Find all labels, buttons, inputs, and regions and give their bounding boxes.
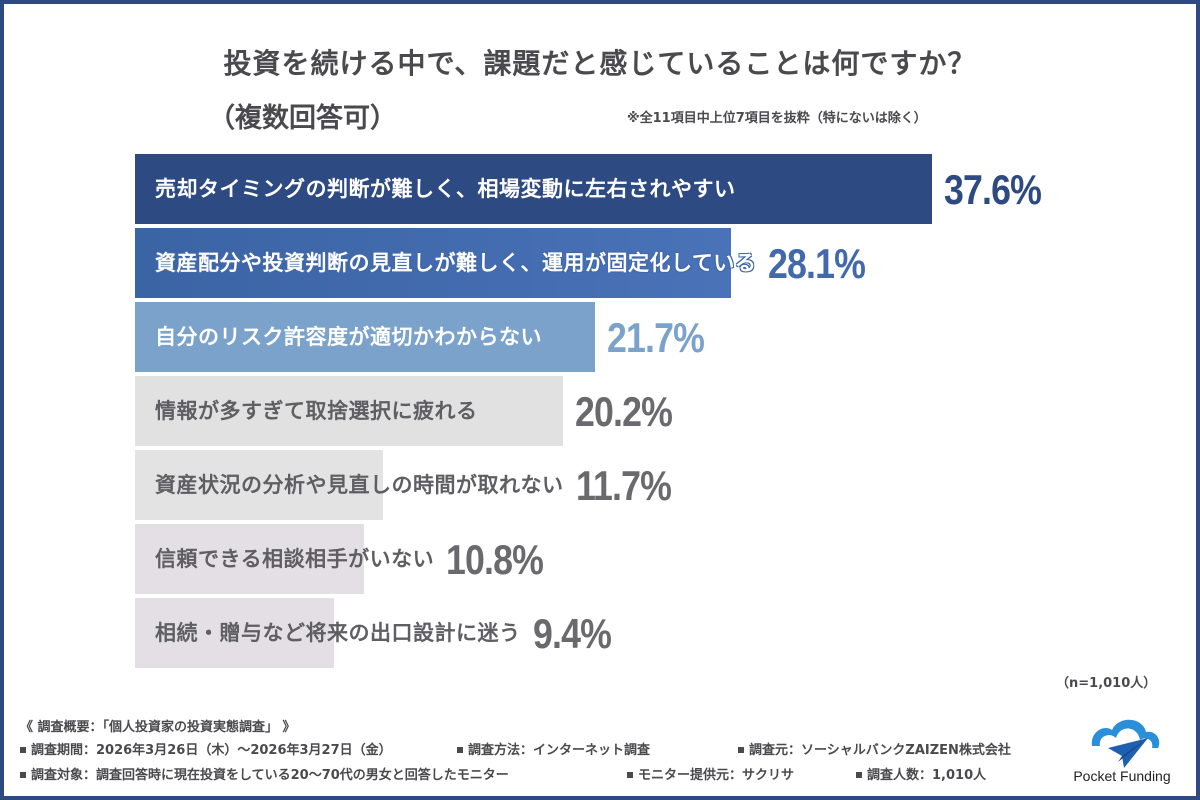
chart-note: ※全11項目中上位7項目を抜粋（特にないは除く） bbox=[627, 111, 927, 126]
bullet-icon bbox=[20, 771, 26, 778]
bar-row: 売却タイミングの判断が難しく、相場変動に左右されやすい 37.6% bbox=[135, 154, 1135, 224]
bar bbox=[135, 302, 595, 372]
bar-value: 10.8% bbox=[446, 536, 544, 583]
bar-label: 自分のリスク許容度が適切かわからない bbox=[155, 325, 542, 349]
bar-value: 20.2% bbox=[575, 388, 673, 435]
bar-label: 情報が多すぎて取捨選択に疲れる bbox=[155, 399, 478, 423]
bar-row: 資産配分や投資判断の見直しが難しく、運用が固定化している 28.1% bbox=[135, 228, 1135, 298]
bar-value: 11.7% bbox=[576, 462, 672, 509]
chart-subtitle: （複数回答可） bbox=[208, 103, 397, 134]
bar-row: 資産状況の分析や見直しの時間が取れない 11.7% bbox=[135, 450, 1135, 520]
bullet-icon bbox=[627, 771, 633, 778]
bar-row: 情報が多すぎて取捨選択に疲れる 20.2% bbox=[135, 376, 1135, 446]
survey-monitor: モニター提供元：サクリサ bbox=[627, 764, 794, 783]
bar-row: 相続・贈与など将来の出口設計に迷う 9.4% bbox=[135, 598, 1135, 668]
bar-label: 信頼できる相談相手がいない bbox=[155, 547, 435, 571]
bar bbox=[135, 376, 563, 446]
overview-title: 《 調査概要：「個人投資家の投資実態調査」 》 bbox=[20, 720, 296, 735]
bar-label: 売却タイミングの判断が難しく、相場変動に左右されやすい bbox=[155, 177, 736, 201]
bar bbox=[135, 598, 334, 668]
survey-target: 調査対象：調査回答時に現在投資をしている20～70代の男女と回答したモニター bbox=[20, 764, 509, 783]
cloud-plane-icon bbox=[1091, 719, 1160, 768]
survey-count: 調査人数：1,010人 bbox=[856, 764, 986, 783]
bar-value: 9.4% bbox=[533, 610, 612, 657]
bar bbox=[135, 524, 364, 594]
bar-row: 自分のリスク許容度が適切かわからない 21.7% bbox=[135, 302, 1135, 372]
bar bbox=[135, 450, 383, 520]
bar-row: 信頼できる相談相手がいない 10.8% bbox=[135, 524, 1135, 594]
survey-source: 調査元：ソーシャルバンクZAIZEN株式会社 bbox=[738, 739, 1011, 758]
bullet-icon bbox=[856, 771, 862, 778]
bar-value: 37.6% bbox=[944, 166, 1042, 213]
bar-value: 21.7% bbox=[607, 314, 705, 361]
bar bbox=[135, 228, 731, 298]
infographic-canvas: 投資を続ける中で、課題だと感じていることは何ですか？ （複数回答可） ※全11項… bbox=[4, 4, 1196, 796]
sample-size-label: （n=1,010人） bbox=[1056, 676, 1157, 691]
bullet-icon bbox=[457, 746, 463, 753]
bar-label: 資産状況の分析や見直しの時間が取れない bbox=[155, 473, 564, 497]
bar-label: 相続・贈与など将来の出口設計に迷う bbox=[155, 621, 521, 645]
bullet-icon bbox=[20, 746, 26, 753]
pocket-funding-logo: Pocket Funding bbox=[1062, 712, 1182, 792]
bar-label: 資産配分や投資判断の見直しが難しく、運用が固定化している bbox=[155, 251, 757, 275]
bar-value: 28.1% bbox=[768, 240, 866, 287]
chart-title: 投資を続ける中で、課題だと感じていることは何ですか？ bbox=[223, 47, 977, 80]
bar bbox=[135, 154, 932, 224]
bullet-icon bbox=[738, 746, 744, 753]
logo-text: Pocket Funding bbox=[1073, 768, 1171, 784]
survey-method: 調査方法：インターネット調査 bbox=[457, 739, 650, 758]
survey-period: 調査期間：2026年3月26日（木）～2026年3月27日（金） bbox=[20, 739, 392, 758]
